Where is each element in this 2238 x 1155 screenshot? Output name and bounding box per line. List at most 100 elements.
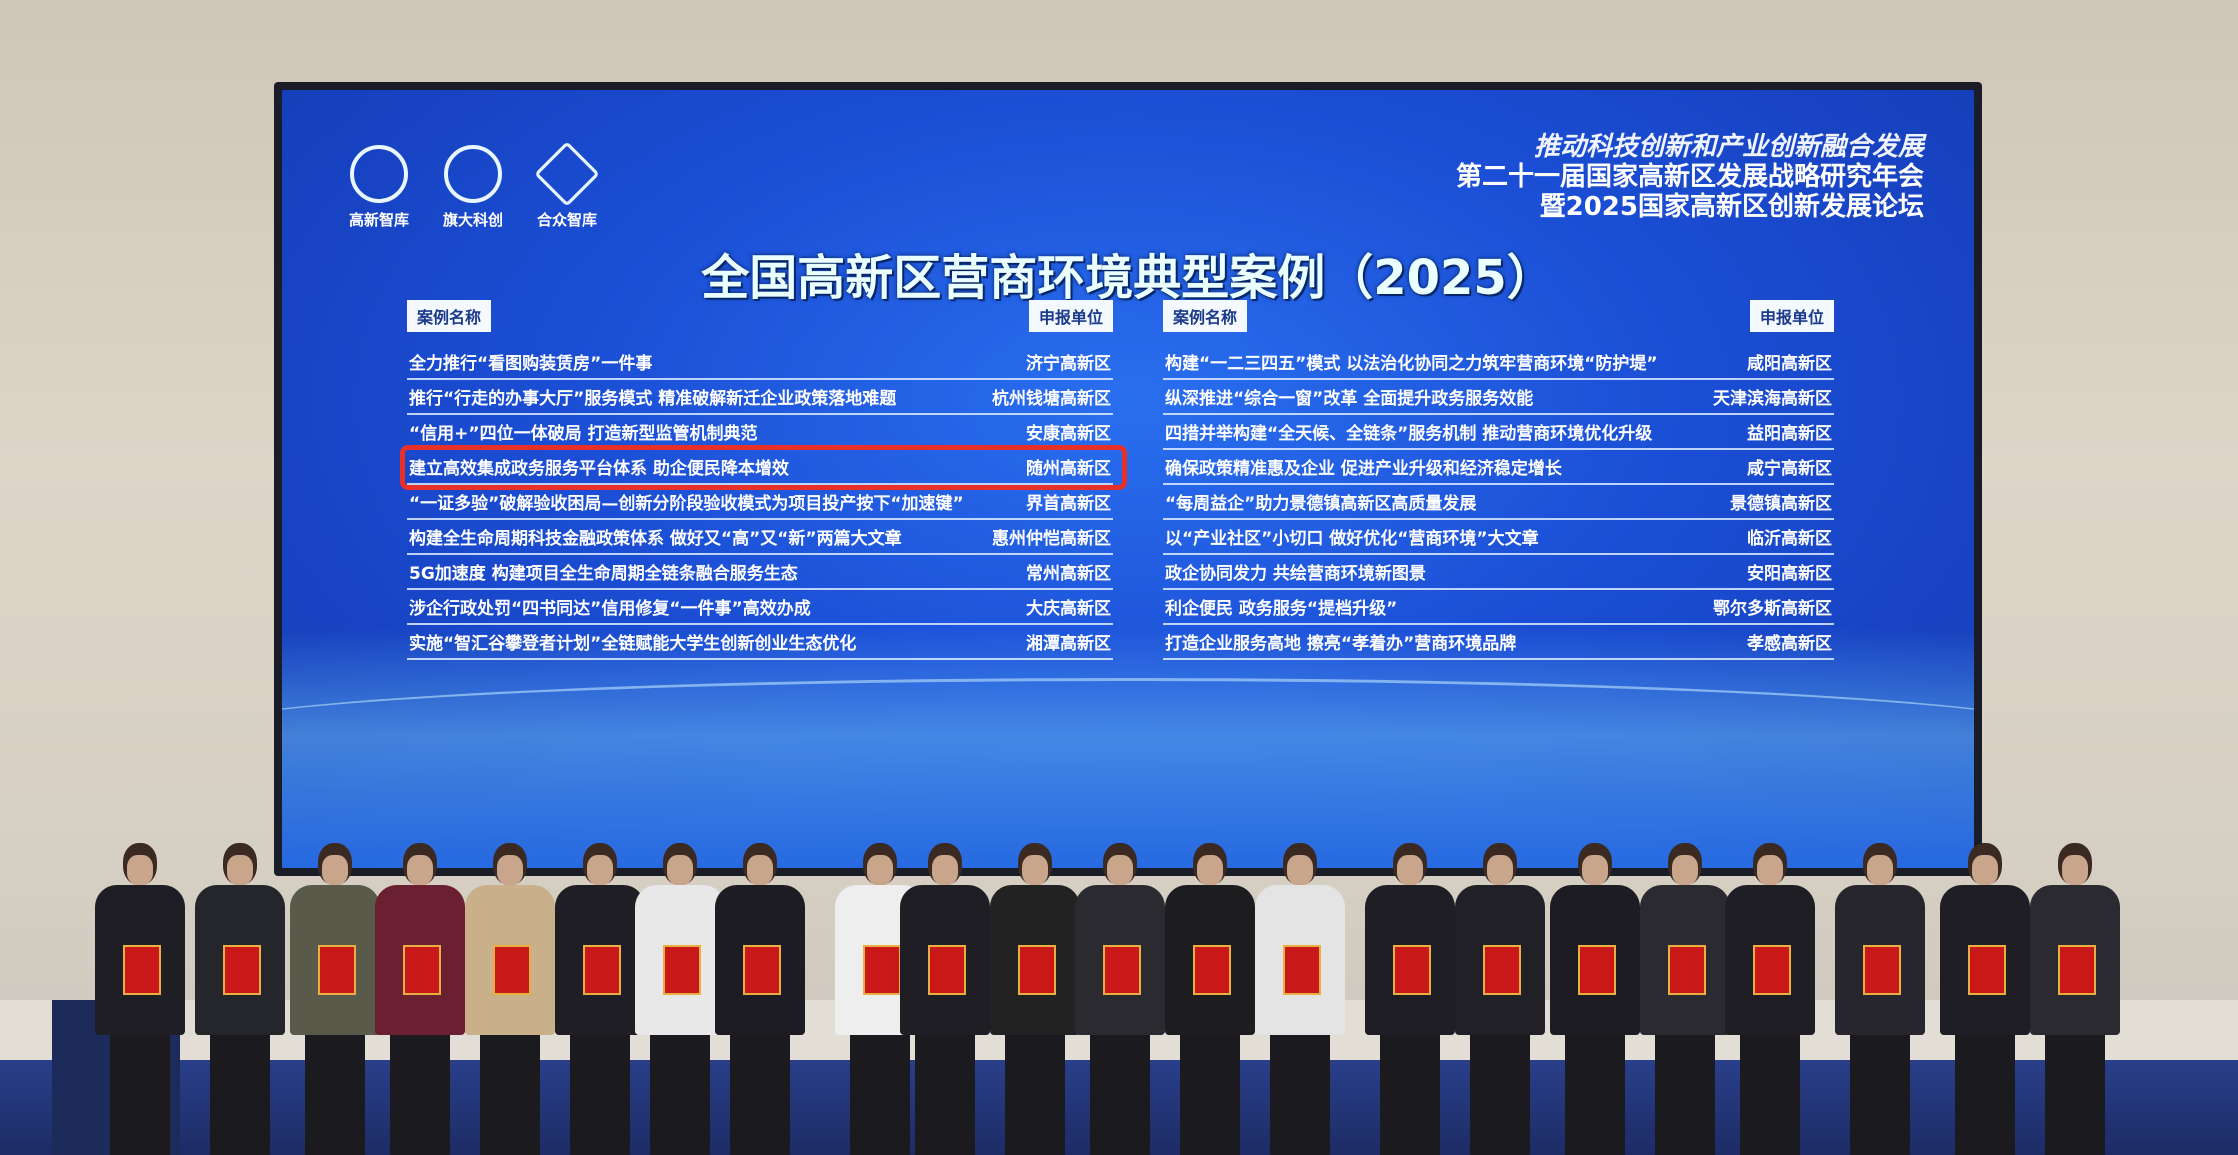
person-legs xyxy=(1470,1035,1530,1155)
case-row: 利企便民 政务服务“提档升级” 鄂尔多斯高新区 xyxy=(1163,590,1834,625)
award-certificate xyxy=(403,945,441,995)
person-head xyxy=(2058,843,2092,885)
person-head xyxy=(583,843,617,885)
case-name: 确保政策精准惠及企业 促进产业升级和经济稳定增长 xyxy=(1165,459,1562,479)
person-head xyxy=(1968,843,2002,885)
case-name-header: 案例名称 xyxy=(1163,300,1248,332)
person xyxy=(2030,843,2120,1155)
person-body xyxy=(1365,885,1455,1035)
case-name: 建立高效集成政务服务平台体系 助企便民降本增效 xyxy=(409,459,789,479)
person xyxy=(1075,843,1165,1155)
unit-name: 临沂高新区 xyxy=(1747,529,1832,549)
case-name: 四措并举构建“全天候、全链条”服务机制 推动营商环境优化升级 xyxy=(1165,424,1653,444)
award-certificate xyxy=(663,945,701,995)
person-body xyxy=(2030,885,2120,1035)
person-legs xyxy=(2045,1035,2105,1155)
award-certificate xyxy=(1103,945,1141,995)
person-head xyxy=(743,843,777,885)
case-name: 政企协同发力 共绘营商环境新图景 xyxy=(1165,564,1426,584)
case-row: 构建“一二三四五”模式 以法治化协同之力筑牢营商环境“防护堤” 咸阳高新区 xyxy=(1163,345,1834,380)
logo: 合众智库 xyxy=(534,141,600,230)
person xyxy=(95,843,185,1155)
person-body xyxy=(195,885,285,1035)
unit-name: 随州高新区 xyxy=(1026,459,1111,479)
case-name: 纵深推进“综合一窗”改革 全面提升政务服务效能 xyxy=(1165,389,1534,409)
person-head xyxy=(403,843,437,885)
case-row: 5G加速度 构建项目全生命周期全链条融合服务生态 常州高新区 xyxy=(407,555,1113,590)
award-certificate xyxy=(1393,945,1431,995)
person-body xyxy=(1640,885,1730,1035)
person-body xyxy=(900,885,990,1035)
person-body xyxy=(375,885,465,1035)
person-body xyxy=(465,885,555,1035)
award-certificate xyxy=(318,945,356,995)
person-body xyxy=(1940,885,2030,1035)
person-head xyxy=(1753,843,1787,885)
case-name: 实施“智汇谷攀登者计划”全链赋能大学生创新创业生态优化 xyxy=(409,634,857,654)
person xyxy=(1835,843,1925,1155)
case-row: 确保政策精准惠及企业 促进产业升级和经济稳定增长 咸宁高新区 xyxy=(1163,450,1834,485)
person xyxy=(1455,843,1545,1155)
person-legs xyxy=(390,1035,450,1155)
person-body xyxy=(1550,885,1640,1035)
person-legs xyxy=(210,1035,270,1155)
event-header: 推动科技创新和产业创新融合发展 第二十一届国家高新区发展战略研究年会 暨2025… xyxy=(1456,132,1924,222)
case-row: 四措并举构建“全天候、全链条”服务机制 推动营商环境优化升级 益阳高新区 xyxy=(1163,415,1834,450)
person-head xyxy=(1668,843,1702,885)
person-head xyxy=(1103,843,1137,885)
person xyxy=(1550,843,1640,1155)
person-head xyxy=(1283,843,1317,885)
unit-name: 界首高新区 xyxy=(1026,494,1111,514)
person xyxy=(635,843,725,1155)
award-certificate xyxy=(1753,945,1791,995)
person-body xyxy=(1725,885,1815,1035)
award-certificate xyxy=(928,945,966,995)
person-head xyxy=(1018,843,1052,885)
unit-name: 安阳高新区 xyxy=(1747,564,1832,584)
case-name: 打造企业服务高地 擦亮“孝着办”营商环境品牌 xyxy=(1165,634,1517,654)
logos: 高新智库 旗大科创 合众智库 xyxy=(347,141,600,230)
unit-name: 杭州钱塘高新区 xyxy=(992,389,1111,409)
award-certificate xyxy=(223,945,261,995)
case-name-header: 案例名称 xyxy=(407,300,492,332)
person xyxy=(195,843,285,1155)
case-rows: 构建“一二三四五”模式 以法治化协同之力筑牢营商环境“防护堤” 咸阳高新区纵深推进… xyxy=(1163,345,1834,660)
case-row: 打造企业服务高地 擦亮“孝着办”营商环境品牌 孝感高新区 xyxy=(1163,625,1834,660)
logo-label: 高新智库 xyxy=(348,211,409,229)
award-certificate xyxy=(1968,945,2006,995)
wave-line xyxy=(282,678,1974,788)
case-name: 全力推行“看图购装赁房”一件事 xyxy=(409,354,653,374)
unit-name: 天津滨海高新区 xyxy=(1713,389,1832,409)
case-rows: 全力推行“看图购装赁房”一件事 济宁高新区推行“行走的办事大厅”服务模式 精准破解… xyxy=(407,345,1113,660)
case-row: “每周益企”助力景德镇高新区高质量发展 景德镇高新区 xyxy=(1163,485,1834,520)
logo-mark-icon xyxy=(350,145,408,203)
unit-name: 咸宁高新区 xyxy=(1747,459,1832,479)
person-head xyxy=(1193,843,1227,885)
logo: 旗大科创 xyxy=(441,145,505,230)
person-head xyxy=(123,843,157,885)
award-recipients xyxy=(0,800,2238,1155)
unit-name: 惠州仲恺高新区 xyxy=(992,529,1111,549)
person-legs xyxy=(1955,1035,2015,1155)
logo: 高新智库 xyxy=(347,145,411,230)
person-body xyxy=(1255,885,1345,1035)
case-name: 推行“行走的办事大厅”服务模式 精准破解新迁企业政策落地难题 xyxy=(409,389,897,409)
unit-name: 鄂尔多斯高新区 xyxy=(1713,599,1832,619)
person xyxy=(375,843,465,1155)
person-legs xyxy=(305,1035,365,1155)
person-body xyxy=(1455,885,1545,1035)
unit-name: 济宁高新区 xyxy=(1026,354,1111,374)
unit-name: 大庆高新区 xyxy=(1026,599,1111,619)
award-certificate xyxy=(1193,945,1231,995)
unit-name: 湘潭高新区 xyxy=(1026,634,1111,654)
award-certificate xyxy=(1668,945,1706,995)
unit-header: 申报单位 xyxy=(1028,300,1113,332)
logo-mark-icon xyxy=(444,145,502,203)
award-certificate xyxy=(1863,945,1901,995)
forum-name: 暨2025国家高新区创新发展论坛 xyxy=(1539,192,1924,222)
person-head xyxy=(928,843,962,885)
person-head xyxy=(1578,843,1612,885)
person xyxy=(1725,843,1815,1155)
person xyxy=(1255,843,1345,1155)
unit-name: 益阳高新区 xyxy=(1747,424,1832,444)
